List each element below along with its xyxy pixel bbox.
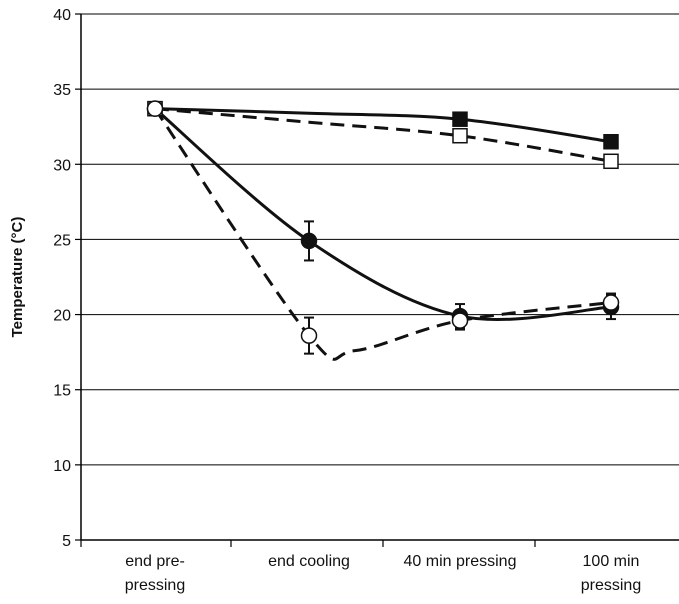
axis-layer xyxy=(75,13,679,547)
series-2-line xyxy=(154,107,612,322)
series-2-point-1 xyxy=(300,232,318,250)
y-tick-label-30: 30 xyxy=(53,157,71,174)
y-tick-label-15: 15 xyxy=(53,383,71,400)
series-1-line xyxy=(154,107,612,163)
series-0-point-2 xyxy=(452,111,468,127)
y-tick-label-40: 40 xyxy=(53,7,71,24)
x-category-label-2: 40 min pressing xyxy=(404,553,517,570)
series-lines xyxy=(153,107,612,361)
y-tick-label-10: 10 xyxy=(53,458,71,475)
x-category-label-1: end cooling xyxy=(268,553,350,570)
series-0-point-3 xyxy=(603,133,619,150)
series-1-point-2 xyxy=(452,127,468,144)
axis-labels: 5 10 15 20 25 30 35 40 end pre-pressing end cooli… xyxy=(9,7,641,594)
series-3-line xyxy=(153,107,612,361)
y-tick-label-20: 20 xyxy=(53,308,71,325)
grid-layer xyxy=(81,13,679,466)
series-3-point-1 xyxy=(300,327,318,344)
series-3-point-3 xyxy=(602,294,620,311)
y-axis-label: Temperature (°C) xyxy=(9,217,26,338)
y-tick-label-25: 25 xyxy=(53,232,71,249)
series-markers xyxy=(146,100,620,355)
x-category-label-3: 100 min pressing xyxy=(581,553,641,594)
series-1-point-3 xyxy=(603,153,619,170)
y-tick-label-5: 5 xyxy=(62,533,71,550)
y-tick-label-35: 35 xyxy=(53,82,71,99)
series-3-point-0 xyxy=(146,100,164,117)
series-0-line xyxy=(154,107,612,144)
x-category-label-0: end pre-pressing xyxy=(125,553,185,594)
series-3-point-2 xyxy=(451,312,469,329)
